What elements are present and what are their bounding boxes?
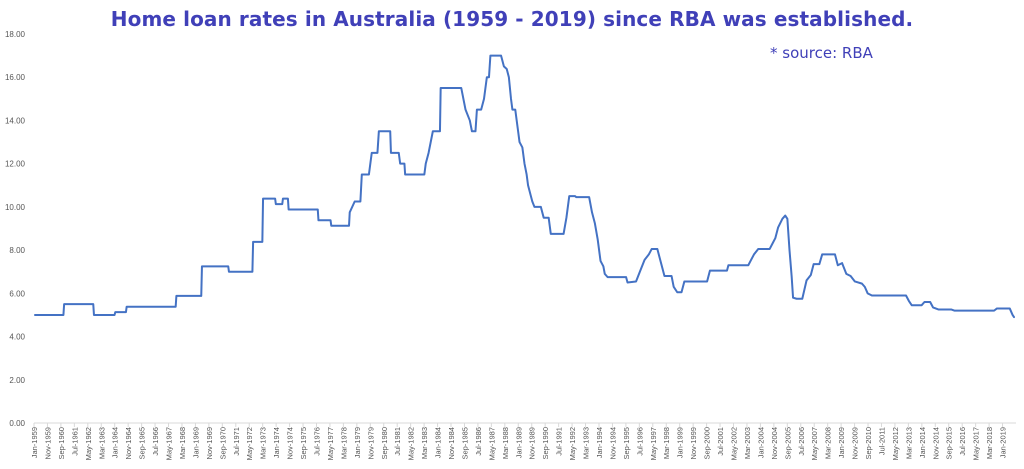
y-tick-label: 2.00 bbox=[9, 376, 25, 385]
x-tick-label: Jan-1959 bbox=[30, 427, 39, 458]
y-tick-label: 4.00 bbox=[9, 333, 25, 342]
x-tick-label: Nov-2009 bbox=[851, 427, 860, 460]
x-tick-label: Mar-1983 bbox=[420, 427, 429, 459]
x-tick-label: Nov-1974 bbox=[286, 427, 295, 460]
x-tick-label: May-1997 bbox=[649, 427, 658, 460]
x-tick-label: Mar-1978 bbox=[339, 427, 348, 459]
chart-title: Home loan rates in Australia (1959 - 201… bbox=[110, 7, 914, 31]
x-tick-label: Sep-2005 bbox=[783, 427, 792, 460]
y-tick-label: 6.00 bbox=[9, 289, 25, 298]
x-tick-label: Sep-1980 bbox=[380, 427, 389, 460]
y-tick-label: 12.00 bbox=[5, 160, 26, 169]
x-tick-label: Jul-1966 bbox=[151, 427, 160, 456]
x-tick-label: Sep-1985 bbox=[460, 427, 469, 460]
x-tick-label: Jan-1984 bbox=[434, 427, 443, 458]
x-tick-label: Sep-2000 bbox=[703, 427, 712, 460]
x-tick-label: Jul-2011 bbox=[877, 427, 886, 455]
x-tick-label: Jan-1994 bbox=[595, 427, 604, 458]
x-tick-label: Mar-2013 bbox=[904, 427, 913, 459]
x-tick-label: Jan-2019 bbox=[999, 427, 1008, 458]
x-tick-label: Sep-1990 bbox=[541, 427, 550, 460]
x-tick-label: Jan-2014 bbox=[918, 427, 927, 458]
x-tick-label: Jan-1969 bbox=[191, 427, 200, 458]
y-tick-label: 18.00 bbox=[5, 30, 26, 39]
x-axis: Jan-1959 Nov-1959 Sep-1960 Jul-1961 May-1962… bbox=[30, 423, 1008, 460]
x-tick-label: Nov-2004 bbox=[770, 427, 779, 460]
x-tick-label: May-2012 bbox=[891, 427, 900, 460]
x-tick-label: May-1977 bbox=[326, 427, 335, 460]
x-tick-label: Mar-1988 bbox=[501, 427, 510, 459]
x-tick-label: Nov-2014 bbox=[931, 427, 940, 460]
y-tick-label: 10.00 bbox=[5, 203, 26, 212]
y-tick-label: 0.00 bbox=[9, 419, 25, 428]
x-tick-label: May-1972 bbox=[245, 427, 254, 460]
x-tick-label: Jan-2009 bbox=[837, 427, 846, 458]
source-note: * source: RBA bbox=[770, 44, 873, 62]
x-tick-label: May-1992 bbox=[568, 427, 577, 460]
x-tick-label: Sep-2010 bbox=[864, 427, 873, 460]
x-tick-label: Nov-1969 bbox=[205, 427, 214, 460]
x-tick-label: Nov-1999 bbox=[689, 427, 698, 460]
x-tick-label: Jul-1961 bbox=[70, 427, 79, 456]
x-tick-label: Jul-1976 bbox=[312, 427, 321, 456]
x-tick-label: May-1982 bbox=[407, 427, 416, 460]
x-tick-label: Jan-1964 bbox=[111, 427, 120, 458]
x-tick-label: Mar-1968 bbox=[178, 427, 187, 459]
x-tick-label: Jul-1996 bbox=[635, 427, 644, 456]
y-axis: 0.00 2.00 4.00 6.00 8.00 10.00 12.00 14.00 16.00… bbox=[5, 30, 26, 428]
x-tick-label: Jul-2001 bbox=[716, 427, 725, 456]
x-tick-label: Jan-1999 bbox=[676, 427, 685, 458]
x-tick-label: Nov-1959 bbox=[43, 427, 52, 460]
x-tick-label: Jul-2006 bbox=[797, 427, 806, 456]
x-tick-label: Sep-1995 bbox=[622, 427, 631, 460]
x-tick-label: Sep-1965 bbox=[138, 427, 147, 460]
x-tick-label: Nov-1984 bbox=[447, 427, 456, 460]
x-tick-label: Jan-1979 bbox=[353, 427, 362, 458]
x-tick-label: May-2007 bbox=[810, 427, 819, 460]
x-tick-label: Jan-2004 bbox=[756, 427, 765, 458]
x-tick-label: Jul-1971 bbox=[232, 427, 241, 456]
x-tick-label: Mar-2008 bbox=[824, 427, 833, 459]
x-tick-label: Jul-2016 bbox=[958, 427, 967, 456]
x-tick-label: Sep-1970 bbox=[218, 427, 227, 460]
x-tick-label: Sep-1960 bbox=[57, 427, 66, 460]
x-tick-label: Jul-1991 bbox=[555, 427, 564, 456]
x-tick-label: Nov-1979 bbox=[366, 427, 375, 460]
x-tick-label: Jul-1981 bbox=[393, 427, 402, 456]
y-tick-label: 16.00 bbox=[5, 73, 26, 82]
x-tick-label: May-2002 bbox=[730, 427, 739, 460]
y-tick-label: 8.00 bbox=[9, 246, 25, 255]
x-tick-label: Mar-1993 bbox=[582, 427, 591, 459]
x-tick-label: May-2017 bbox=[972, 427, 981, 460]
x-tick-label: Mar-2003 bbox=[743, 427, 752, 459]
x-tick-label: May-1962 bbox=[84, 427, 93, 460]
x-tick-label: Nov-1989 bbox=[528, 427, 537, 460]
x-tick-label: Mar-1963 bbox=[97, 427, 106, 459]
x-tick-label: May-1987 bbox=[487, 427, 496, 460]
x-tick-label: Jan-1974 bbox=[272, 427, 281, 458]
series-line bbox=[34, 54, 1015, 319]
x-tick-label: Mar-1973 bbox=[259, 427, 268, 459]
x-tick-label: Sep-2015 bbox=[945, 427, 954, 460]
x-tick-label: Nov-1994 bbox=[608, 427, 617, 460]
x-tick-label: May-1967 bbox=[165, 427, 174, 460]
x-tick-label: Mar-1998 bbox=[662, 427, 671, 459]
x-tick-label: Jul-1986 bbox=[474, 427, 483, 456]
x-tick-label: Nov-1964 bbox=[124, 427, 133, 460]
x-tick-label: Jan-1989 bbox=[514, 427, 523, 458]
x-tick-label: Mar-2018 bbox=[985, 427, 994, 459]
y-tick-label: 14.00 bbox=[5, 116, 26, 125]
x-tick-label: Sep-1975 bbox=[299, 427, 308, 460]
